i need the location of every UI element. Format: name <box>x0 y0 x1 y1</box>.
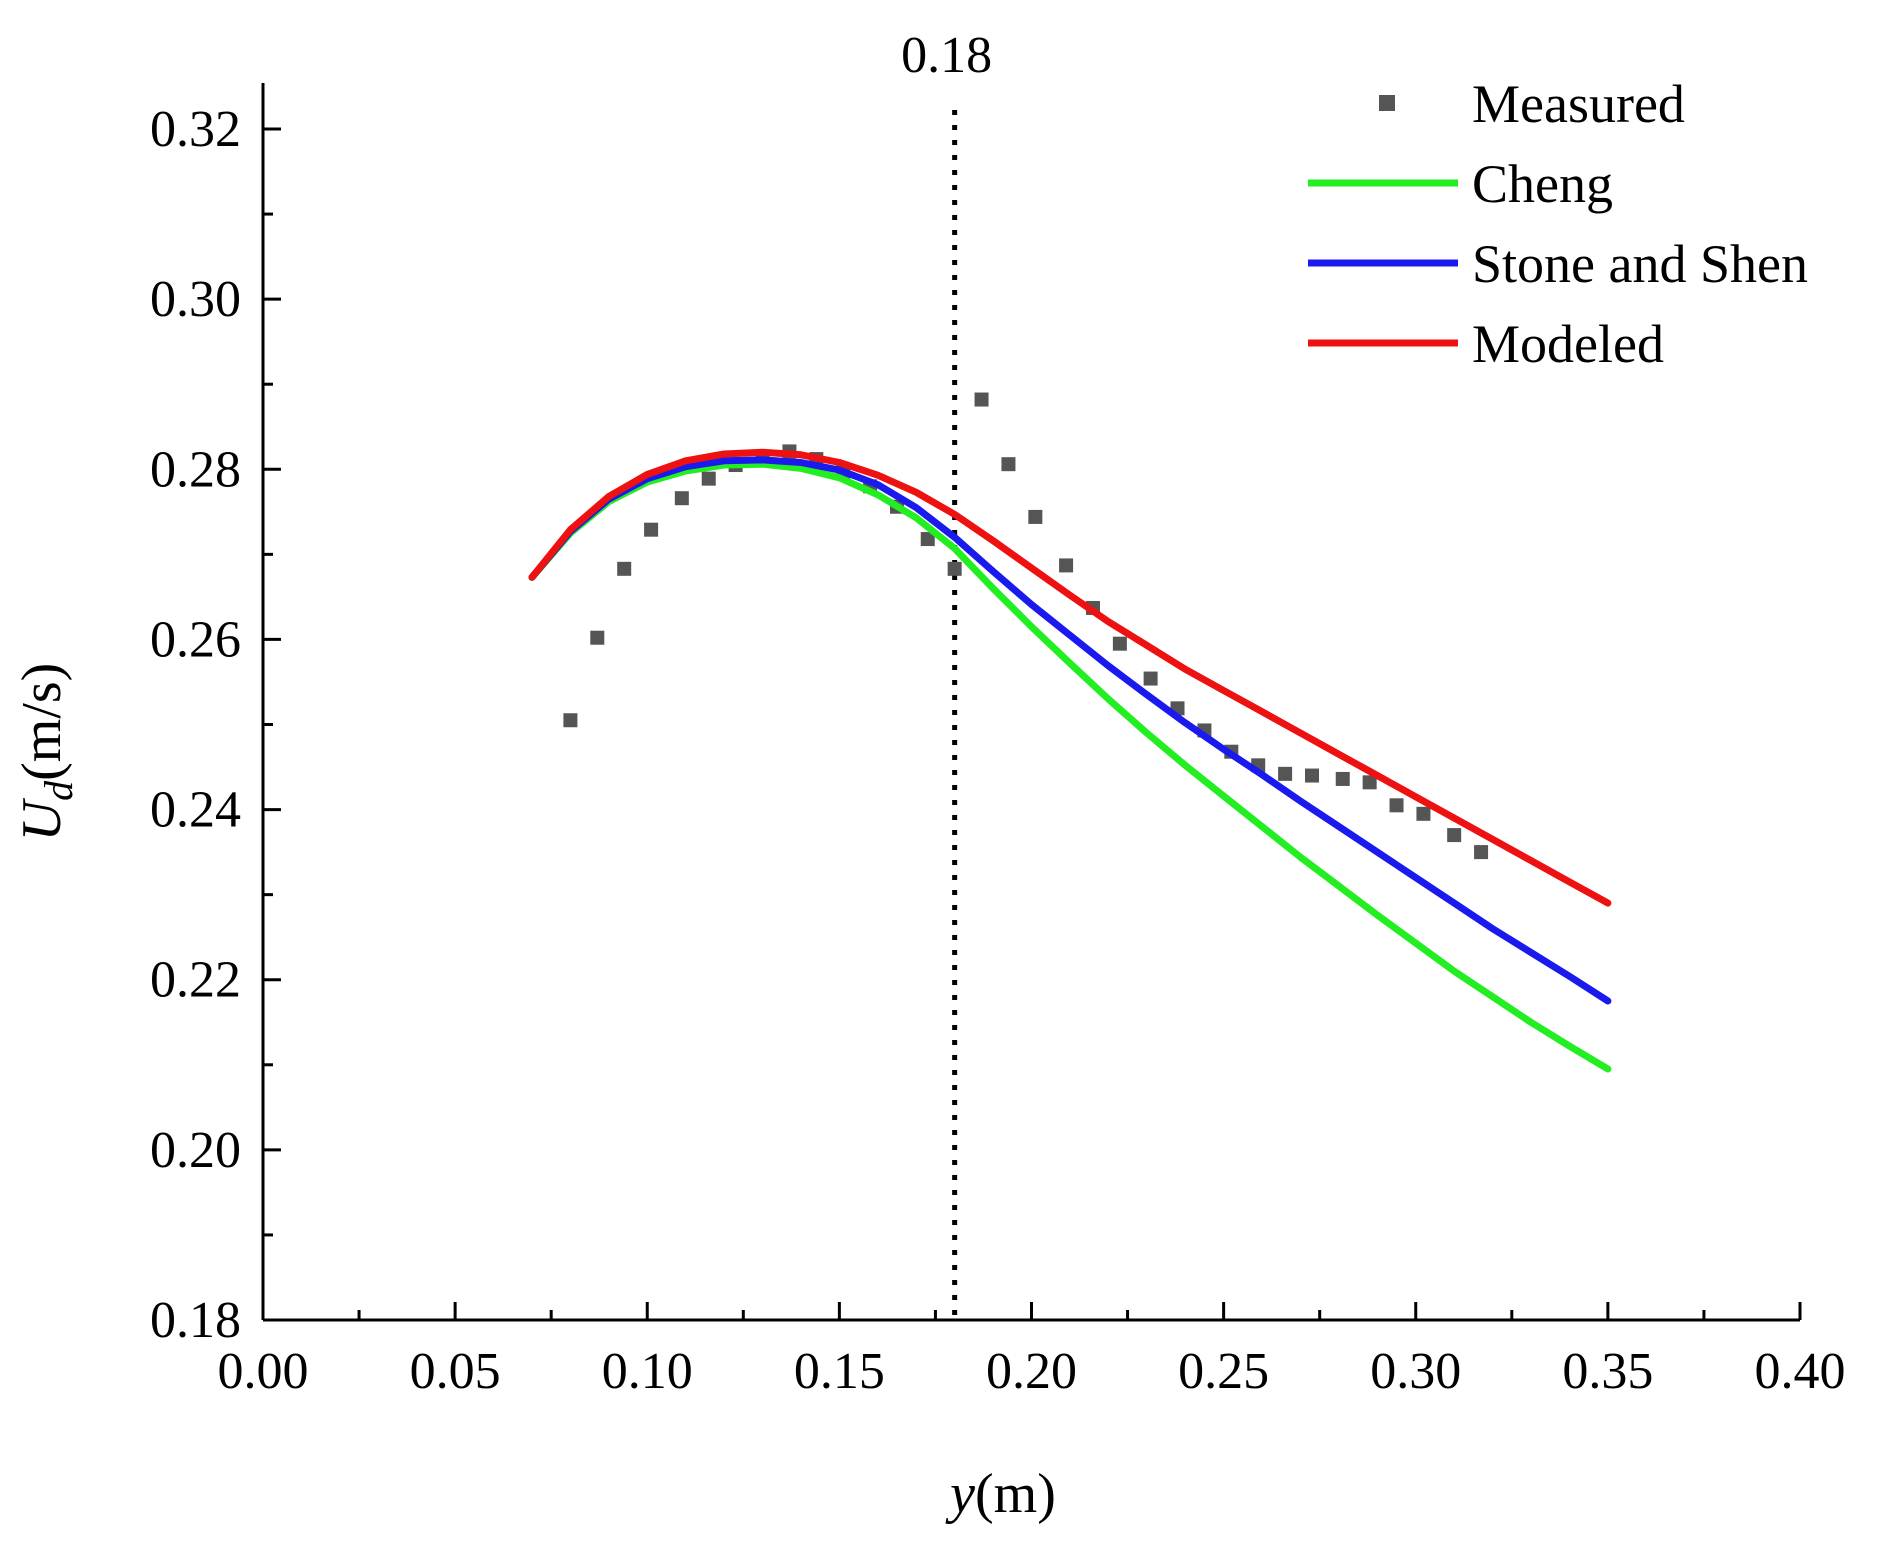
measured-point <box>617 561 632 576</box>
measured-point <box>674 491 689 506</box>
measured-point <box>920 532 935 547</box>
y-tick-label: 0.22 <box>150 952 241 1009</box>
measured-point <box>1059 558 1074 573</box>
y-tick-label: 0.20 <box>150 1122 241 1179</box>
measured-point <box>1474 845 1489 860</box>
measured-point <box>644 522 659 537</box>
measured-point <box>563 713 578 728</box>
x-tick-label: 0.20 <box>986 1343 1077 1400</box>
y-axis-title-sub: d <box>36 780 81 801</box>
legend: Measured Cheng Stone and Shen Modeled <box>1308 74 1808 374</box>
series-layer <box>528 392 1612 1073</box>
measured-point <box>1028 509 1043 524</box>
x-axis-title: y(m) <box>945 1463 1056 1525</box>
measured-point <box>1305 768 1320 783</box>
series-line-cheng <box>528 460 1612 1073</box>
legend-label-cheng: Cheng <box>1472 154 1613 214</box>
measured-point <box>701 471 716 486</box>
measured-point <box>1143 671 1158 686</box>
measured-point <box>947 561 962 576</box>
y-tick-label: 0.18 <box>150 1292 241 1349</box>
x-axis-title-unit: (m) <box>975 1463 1056 1525</box>
y-tick-label: 0.32 <box>150 101 241 158</box>
series-cheng <box>528 460 1612 1073</box>
x-tick-label: 0.35 <box>1562 1343 1653 1400</box>
reference-line-label: 0.18 <box>901 27 992 84</box>
measured-point <box>1001 457 1016 472</box>
series-line-modeled <box>528 448 1612 907</box>
legend-label-stone-and-shen: Stone and Shen <box>1472 234 1808 294</box>
measured-point <box>1389 798 1404 813</box>
measured-point <box>1447 828 1462 843</box>
x-axis-title-var: y <box>945 1463 975 1525</box>
y-tick-label: 0.24 <box>150 782 241 839</box>
measured-point <box>1112 636 1127 651</box>
x-tick-label: 0.10 <box>602 1343 693 1400</box>
legend-label-measured: Measured <box>1472 74 1685 134</box>
x-tick-label: 0.30 <box>1370 1343 1461 1400</box>
y-axis-title: Ud(m/s) <box>11 663 81 842</box>
x-tick-label: 0.40 <box>1755 1343 1846 1400</box>
measured-point <box>1335 771 1350 786</box>
measured-point <box>590 630 605 645</box>
legend-marker-measured <box>1379 95 1395 111</box>
series-line-stone-and-shen <box>528 456 1612 1005</box>
y-axis-title-unit: (m/s) <box>11 663 73 781</box>
x-tick-label: 0.00 <box>218 1343 309 1400</box>
x-tick-label: 0.05 <box>410 1343 501 1400</box>
measured-point <box>1362 775 1377 790</box>
measured-point <box>974 392 989 407</box>
series-modeled <box>528 448 1612 907</box>
legend-label-modeled: Modeled <box>1472 314 1664 374</box>
y-tick-label: 0.26 <box>150 611 241 668</box>
measured-point <box>1278 766 1293 781</box>
axes: 0.00 0.05 0.10 0.15 0.20 0.25 0.30 0.35 0.40 0.18… <box>150 83 1846 1400</box>
x-tick-label: 0.25 <box>1178 1343 1269 1400</box>
y-tick-label: 0.28 <box>150 441 241 498</box>
y-axis-title-var: U <box>11 797 73 841</box>
series-stone-and-shen <box>528 456 1612 1005</box>
x-tick-label: 0.15 <box>794 1343 885 1400</box>
measured-point <box>1416 806 1431 821</box>
reference-line: 0.18 <box>901 27 992 1320</box>
y-tick-label: 0.30 <box>150 271 241 328</box>
